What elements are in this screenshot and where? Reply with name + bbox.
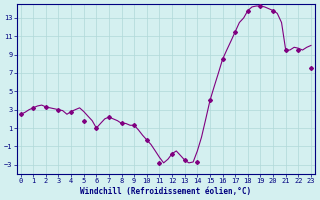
X-axis label: Windchill (Refroidissement éolien,°C): Windchill (Refroidissement éolien,°C) [80, 187, 251, 196]
